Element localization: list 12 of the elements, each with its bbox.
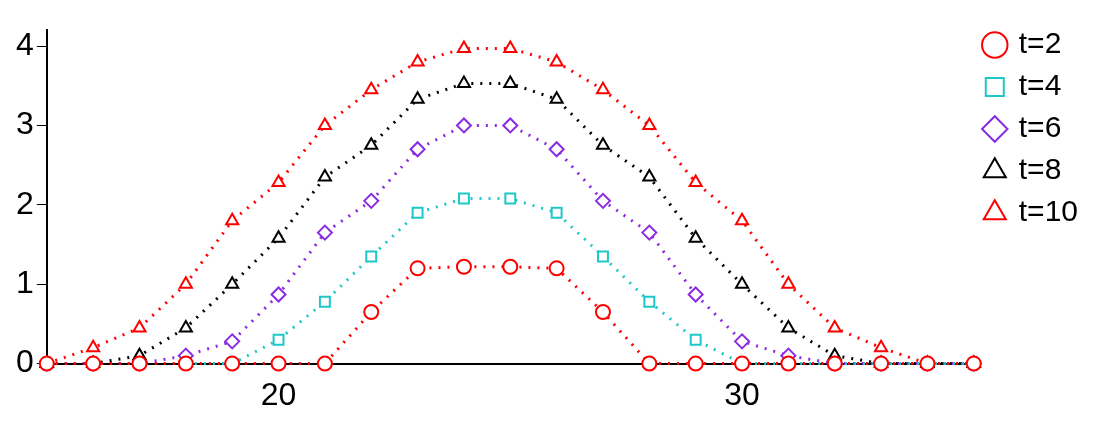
x-tick-label: 20 bbox=[260, 375, 297, 412]
y-tick-label: 2 bbox=[16, 184, 34, 221]
legend-label: t=8 bbox=[1018, 152, 1062, 186]
legend-label: t=6 bbox=[1018, 110, 1062, 144]
legend-label: t=10 bbox=[1018, 194, 1079, 228]
x-tick-label: 30 bbox=[724, 375, 760, 412]
y-tick-label: 4 bbox=[16, 25, 34, 62]
legend-label: t=2 bbox=[1018, 26, 1062, 60]
y-tick-label: 3 bbox=[16, 105, 34, 142]
legend-label: t=4 bbox=[1018, 68, 1062, 102]
y-tick-label: 1 bbox=[16, 264, 34, 301]
y-tick-label: 0 bbox=[16, 343, 34, 380]
